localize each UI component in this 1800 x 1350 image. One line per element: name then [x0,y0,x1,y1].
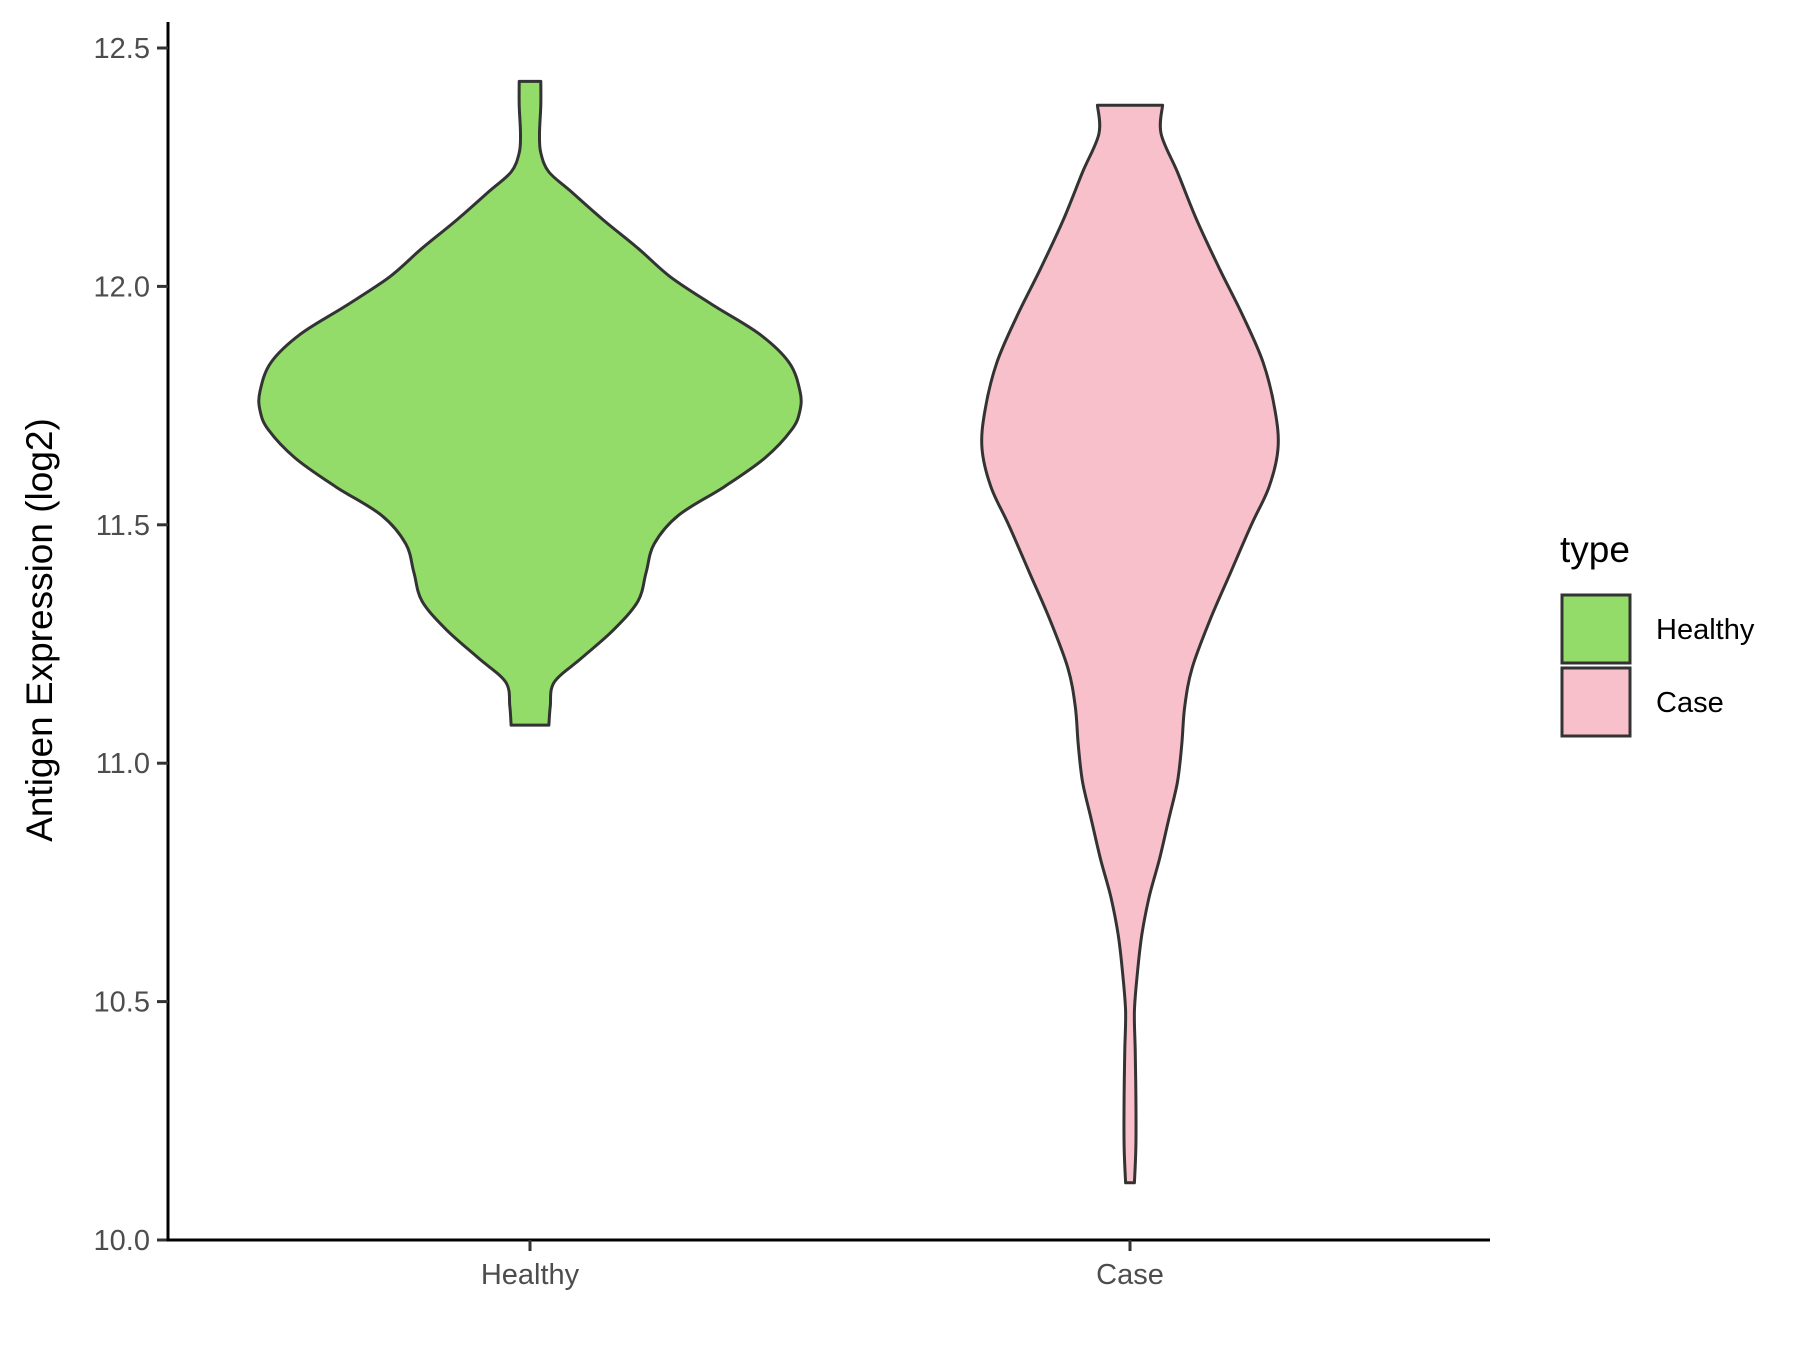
legend-key-case [1560,666,1632,738]
x-tick-label: Case [1096,1259,1164,1291]
violin-case [980,103,1280,1185]
y-tick-label: 10.5 [94,987,150,1019]
violin-layer [257,79,1280,1185]
y-tick-label: 11.0 [96,748,150,780]
legend-label-healthy: Healthy [1656,614,1755,646]
y-tick-label: 12.0 [94,271,150,303]
x-tick-label: Healthy [481,1259,580,1291]
legend: type Healthy Case [1560,529,1755,738]
y-tick-label: 10.0 [94,1225,150,1257]
y-tick-label: 12.5 [94,33,150,65]
violin-healthy [257,79,803,727]
y-tick-label: 11.5 [96,510,150,542]
legend-label-case: Case [1656,687,1724,719]
legend-title: type [1560,529,1630,570]
x-axis: Healthy Case [166,1238,1490,1291]
y-axis: 10.0 10.5 11.0 11.5 12.0 12.5 [94,22,170,1257]
legend-key-healthy [1560,593,1632,665]
y-axis-title: Antigen Expression (log2) [19,418,60,842]
